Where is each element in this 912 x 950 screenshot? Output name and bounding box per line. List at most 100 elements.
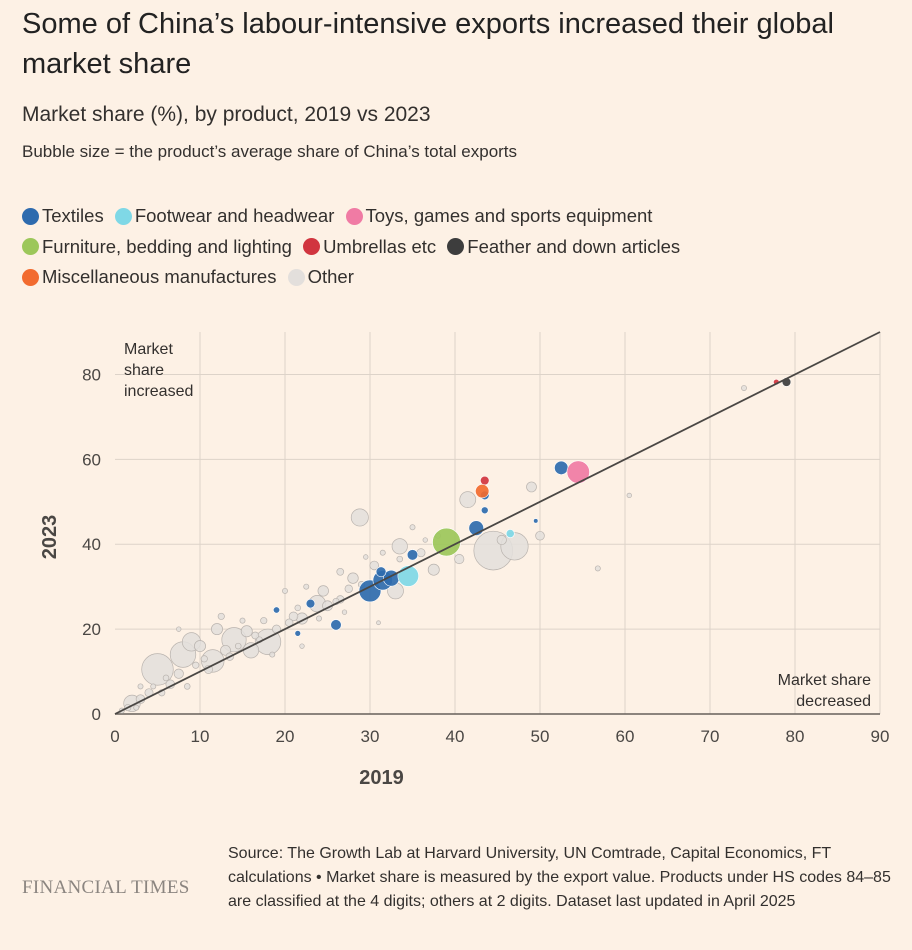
bubble [184,683,191,690]
legend-item-feather: Feather and down articles [447,233,680,261]
bubble [535,530,545,541]
bubble [150,683,157,690]
x-axis-title: 2019 [359,767,404,789]
bubble [347,572,359,584]
legend-swatch [287,268,305,286]
source-note: Source: The Growth Lab at Harvard Univer… [228,845,891,910]
y-tick-label: 80 [82,365,101,384]
bubble [369,560,380,571]
legend-item-furniture: Furniture, bedding and lighting [22,233,292,261]
bubble [294,604,302,612]
legend-label: Umbrellas etc [323,235,437,257]
x-tick-label: 90 [871,727,890,746]
bubble [363,554,369,560]
bubble [235,642,242,650]
x-tick-label: 50 [531,727,550,746]
bubble [376,620,381,626]
bubble [305,598,316,609]
bubble [566,460,590,484]
bubble [220,644,231,656]
bubble [240,625,253,638]
annotation-increased: increased [124,383,193,400]
bubble [251,631,260,640]
legend-swatch [345,207,363,225]
annotation-decreased: decreased [796,693,871,710]
bubble [594,565,601,572]
bubble [192,661,200,669]
bubble [397,565,419,587]
bubble [239,617,246,624]
x-tick-label: 40 [446,727,465,746]
bubble [505,529,515,539]
bubble [427,563,440,576]
bubble [194,640,206,653]
bubble [317,585,329,597]
bubble [133,704,140,711]
bubble [459,491,477,509]
bubble [475,484,490,499]
bubble [217,612,225,620]
bubble [432,527,461,557]
bubble [341,609,348,615]
bubble [406,549,419,561]
bubble-size-note: Bubble size = the product’s average shar… [22,142,518,161]
bubble [454,554,465,565]
legend-label: Furniture, bedding and lighting [42,235,292,257]
bubble [480,506,489,515]
bubble [396,555,404,563]
legend-item-other: Other [287,263,354,291]
bubble [344,584,353,593]
legend-swatch [447,238,465,255]
bubble [379,549,386,556]
chart-title: Some of China’s labour-intensive exports… [22,8,834,80]
bubble [350,508,369,527]
legend-item-misc: Miscellaneous manufactures [22,263,276,291]
y-tick-label: 60 [82,450,101,469]
y-axis-title: 2023 [39,515,61,560]
legend-label: Footwear and headwear [134,205,335,226]
legend-item-footwear: Footwear and headwear [114,202,335,230]
legend-item-textiles: Textiles [22,202,104,230]
bubble [526,481,537,493]
bubble [422,537,428,543]
bubble [173,668,184,679]
x-tick-label: 30 [361,727,380,746]
scatter-chart: 0 10 20 30 40 50 60 70 80 90 0 20 40 60 80 2019 2023 Mark… [39,331,890,789]
bubble [554,460,569,475]
reference-line [114,331,881,715]
bubble [176,626,182,632]
legend-label: Feather and down articles [467,235,681,257]
bubble [330,619,342,631]
legend-row: Furniture, bedding and lighting Umbrella… [22,233,902,264]
bubble [282,587,288,594]
bubble [269,651,276,658]
legend-label: Textiles [42,205,104,226]
chart-subtitle: Market share (%), by product, 2019 vs 20… [22,103,431,126]
x-tick-label: 70 [701,727,720,746]
bubble [242,642,260,659]
legend-swatch [22,238,39,255]
x-tick-label: 80 [786,727,805,746]
bubble [303,583,310,590]
legend-label: Toys, games and sports equipment [365,205,653,226]
bubble [480,475,490,486]
annotation-increased: Market [124,341,173,358]
y-tick-label: 20 [82,620,101,639]
bubble [200,655,208,663]
legend-swatch [114,207,132,225]
bubble [741,385,747,391]
y-tick-label: 40 [82,535,101,554]
legend-row: Textiles Footwear and headwear Toys, gam… [22,202,902,233]
legend-item-umbrellas: Umbrellas etc [303,233,436,261]
legend-label: Miscellaneous manufactures [42,266,277,287]
legend-swatch [22,207,39,225]
x-tick-label: 20 [276,727,295,746]
bubble [299,643,305,649]
financial-times-logo: FINANCIAL TIMES [22,877,190,898]
bubble [336,567,345,576]
bubble [162,674,170,682]
bubble [375,566,387,578]
legend-swatch [22,268,39,286]
bubble [316,615,322,622]
bubble [409,524,416,531]
